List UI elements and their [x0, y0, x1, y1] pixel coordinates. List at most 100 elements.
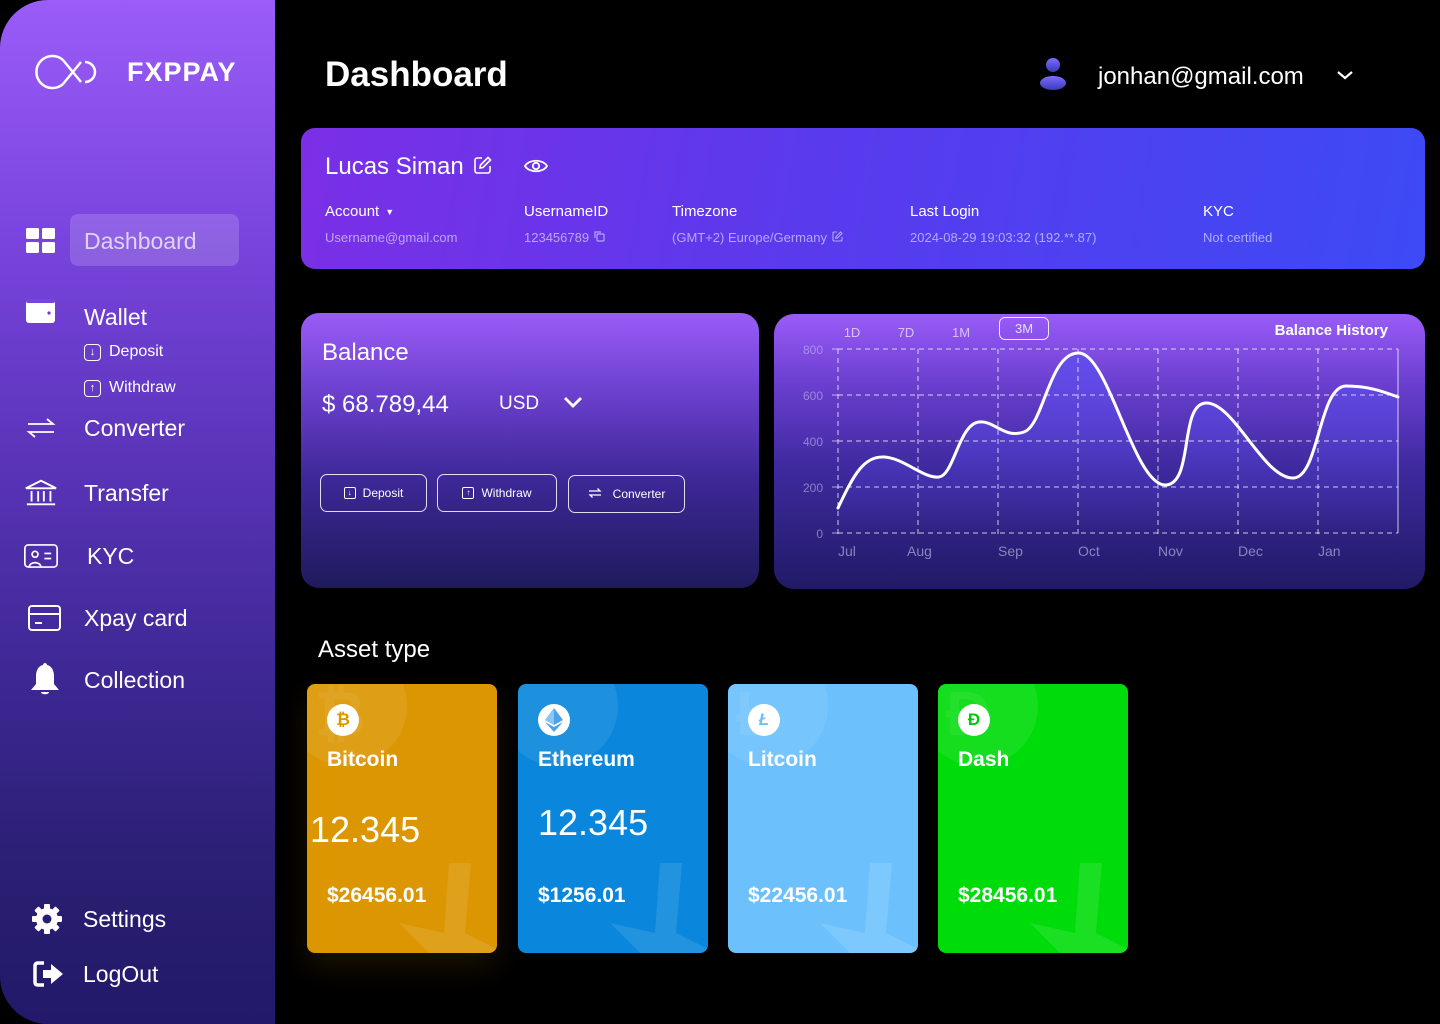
asset-value: $1256.01: [538, 884, 626, 907]
sidebar: FXPPAY Dashboard Wallet ↓ Deposit ↑ With…: [0, 0, 275, 1024]
asset-type-heading: Asset type: [318, 636, 431, 663]
sidebar-item-label: Settings: [83, 905, 167, 932]
bank-icon: [24, 476, 58, 510]
gear-icon: [30, 902, 64, 936]
profile-field-timezone: Timezone (GMT+2) Europe/Germany: [672, 203, 843, 245]
copy-icon[interactable]: [594, 230, 605, 245]
deposit-button[interactable]: ↓ Deposit: [320, 474, 427, 512]
sidebar-item-xpay-card[interactable]: Xpay card: [24, 601, 188, 635]
edit-icon[interactable]: [473, 153, 492, 181]
sidebar-subitem-label: Withdraw: [109, 379, 176, 396]
grid-icon: [24, 224, 58, 258]
svg-text:Dec: Dec: [1238, 543, 1263, 559]
svg-text:600: 600: [803, 389, 823, 403]
button-label: Converter: [612, 487, 666, 501]
profile-field-kyc: KYC Not certified: [1203, 203, 1272, 245]
converter-button[interactable]: Converter: [568, 475, 685, 513]
field-label: UsernameID: [524, 203, 609, 220]
range-tab-3m[interactable]: 3M: [999, 317, 1049, 340]
range-tab-1m[interactable]: 1M: [951, 325, 971, 340]
arrow-down-box-icon: ↓: [343, 487, 356, 499]
asset-card-litecoin[interactable]: Ł Ł Litcoin $22456.01: [728, 684, 918, 953]
currency-select[interactable]: USD: [499, 393, 583, 415]
asset-quantity: 12.345: [538, 802, 649, 843]
wallet-icon: [24, 294, 58, 328]
sidebar-item-label: LogOut: [83, 960, 159, 987]
sidebar-subitem-deposit[interactable]: ↓ Deposit: [84, 343, 163, 361]
eye-icon[interactable]: [523, 153, 548, 181]
profile-field-account: Account ▼ Username@gmail.com: [325, 203, 457, 245]
currency-value: USD: [499, 393, 540, 414]
field-label: Last Login: [910, 203, 980, 220]
field-value: Username@gmail.com: [325, 230, 458, 245]
asset-name: Litcoin: [748, 748, 817, 771]
account-dropdown[interactable]: Account ▼: [325, 203, 457, 220]
sidebar-item-label: KYC: [87, 542, 135, 569]
arrow-down-box-icon: ↓: [84, 343, 101, 361]
profile-field-username-id: UsernameID 123456789: [524, 203, 608, 245]
page-title: Dashboard: [325, 55, 508, 94]
field-value: 2024-08-29 19:03:32 (192.**.87): [910, 230, 1097, 245]
range-tab-7d[interactable]: 7D: [897, 325, 915, 340]
chart-title: Balance History: [1274, 322, 1388, 339]
ethereum-icon: [538, 704, 570, 736]
sidebar-subitem-withdraw[interactable]: ↑ Withdraw: [84, 379, 176, 397]
asset-name: Bitcoin: [327, 748, 399, 771]
id-card-icon: [24, 539, 58, 573]
asset-name: Ethereum: [538, 748, 635, 771]
sidebar-item-logout[interactable]: LogOut: [24, 957, 158, 991]
swap-arrows-icon: [24, 411, 58, 445]
sidebar-item-dashboard[interactable]: Dashboard: [24, 224, 197, 258]
sidebar-item-kyc[interactable]: KYC: [24, 539, 134, 573]
arrow-watermark-icon: [610, 863, 708, 953]
sidebar-item-label: Transfer: [84, 479, 169, 506]
kyc-status: Not certified: [1203, 230, 1273, 245]
credit-card-icon: [28, 601, 62, 635]
asset-card-dash[interactable]: Đ Đ Dash $28456.01: [938, 684, 1128, 953]
field-label: Account: [325, 203, 380, 220]
svg-text:Jan: Jan: [1318, 543, 1341, 559]
profile-name-row: Lucas Siman: [325, 153, 548, 181]
arrow-up-box-icon: ↑: [84, 379, 101, 397]
asset-value: $26456.01: [327, 884, 427, 907]
svg-text:Nov: Nov: [1158, 543, 1183, 559]
svg-text:800: 800: [803, 343, 823, 357]
sidebar-item-transfer[interactable]: Transfer: [24, 476, 169, 510]
svg-text:0: 0: [816, 527, 823, 541]
sidebar-item-wallet[interactable]: Wallet: [24, 294, 147, 330]
asset-card-bitcoin[interactable]: ₿ ₿ Bitcoin 12.345 $26456.01: [307, 684, 497, 953]
svg-text:200: 200: [803, 481, 823, 495]
sidebar-item-collection[interactable]: Collection: [24, 663, 185, 697]
field-label: KYC: [1203, 203, 1234, 220]
sidebar-item-label: Wallet: [84, 304, 148, 330]
user-menu[interactable]: jonhan@gmail.com: [1038, 56, 1354, 97]
bitcoin-icon: ₿: [327, 704, 359, 736]
sidebar-item-settings[interactable]: Settings: [24, 902, 166, 936]
button-label: Deposit: [362, 486, 404, 500]
arrow-watermark-icon: [1030, 863, 1128, 953]
brand-name: FXPPAY: [127, 56, 237, 87]
svg-text:Aug: Aug: [907, 543, 932, 559]
swap-arrows-icon: [588, 487, 602, 501]
asset-quantity: 12.345: [310, 809, 421, 850]
logout-icon: [32, 957, 66, 991]
edit-icon[interactable]: [832, 230, 843, 245]
logo[interactable]: FXPPAY: [33, 50, 237, 94]
bell-icon: [28, 663, 62, 697]
arrow-watermark-icon: [399, 863, 497, 953]
sidebar-item-label: Xpay card: [84, 604, 188, 631]
asset-value: $22456.01: [748, 884, 848, 907]
arrow-watermark-icon: [820, 863, 918, 953]
infinity-logo-icon: [35, 54, 97, 90]
chevron-down-icon[interactable]: [1336, 68, 1354, 86]
arrow-up-box-icon: ↑: [462, 487, 475, 499]
svg-text:Jul: Jul: [838, 543, 856, 559]
svg-text:400: 400: [803, 435, 823, 449]
asset-card-ethereum[interactable]: Ethereum 12.345 $1256.01: [518, 684, 708, 953]
range-tab-1d[interactable]: 1D: [843, 325, 861, 340]
profile-name: Lucas Siman: [325, 153, 464, 180]
withdraw-button[interactable]: ↑ Withdraw: [437, 474, 557, 512]
svg-text:Oct: Oct: [1078, 543, 1100, 559]
sidebar-item-converter[interactable]: Converter: [24, 411, 185, 445]
profile-field-last-login: Last Login 2024-08-29 19:03:32 (192.**.8…: [910, 203, 1096, 245]
